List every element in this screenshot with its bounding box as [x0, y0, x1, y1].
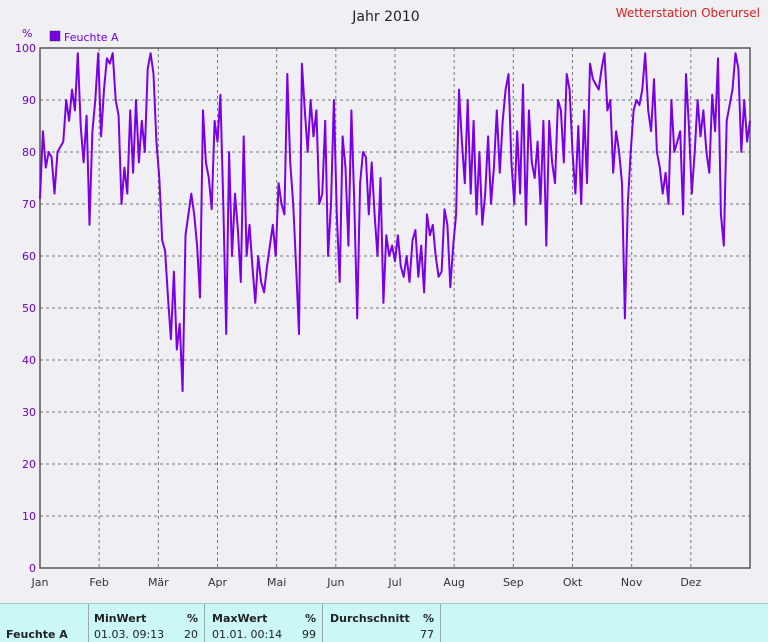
- stats-row-label: Feuchte A: [6, 628, 68, 641]
- avg-value: 77: [420, 628, 434, 641]
- x-tick-label: Mai: [267, 576, 286, 589]
- y-tick-label: 100: [15, 42, 36, 55]
- x-tick-label: Jun: [326, 576, 344, 589]
- stats-divider: [322, 604, 323, 642]
- y-tick-label: 30: [22, 406, 36, 419]
- x-tick-label: Sep: [503, 576, 524, 589]
- y-tick-label: 10: [22, 510, 36, 523]
- avg-unit: %: [422, 612, 434, 625]
- y-tick-label: 80: [22, 146, 36, 159]
- station-name: Wetterstation Oberursel: [616, 6, 760, 20]
- series-line-feuchte-a: [39, 52, 751, 393]
- x-tick-label: Jan: [31, 576, 49, 589]
- y-axis-unit: %: [22, 27, 32, 40]
- x-tick-label: Dez: [680, 576, 701, 589]
- min-value: 20: [184, 628, 198, 641]
- humidity-chart: Jahr 2010 Wetterstation Oberursel % Feuc…: [15, 6, 760, 589]
- x-tick-label: Jul: [387, 576, 401, 589]
- x-tick-label: Okt: [563, 576, 583, 589]
- min-header: MinWert: [94, 612, 147, 625]
- min-datetime: 01.03. 09:13: [94, 628, 165, 641]
- avg-header: Durchschnitt: [330, 612, 410, 625]
- legend-label: Feuchte A: [64, 31, 119, 44]
- stats-divider: [204, 604, 205, 642]
- x-tick-label: Apr: [208, 576, 228, 589]
- x-tick-label: Aug: [443, 576, 464, 589]
- x-tick-label: Mär: [148, 576, 169, 589]
- y-tick-label: 70: [22, 198, 36, 211]
- y-tick-label: 0: [29, 562, 36, 575]
- min-column: MinWert % 01.03. 09:13 20: [88, 604, 204, 642]
- max-column: MaxWert % 01.01. 00:14 99: [204, 604, 322, 642]
- y-tick-label: 90: [22, 94, 36, 107]
- stats-divider: [88, 604, 89, 642]
- plot-frame: [39, 47, 751, 569]
- stats-table: Feuchte A MinWert % 01.03. 09:13 20 MaxW…: [0, 603, 768, 642]
- chart-title: Jahr 2010: [351, 9, 419, 25]
- min-unit: %: [186, 612, 198, 625]
- max-unit: %: [304, 612, 316, 625]
- y-tick-label: 40: [22, 354, 36, 367]
- max-datetime: 01.01. 00:14: [212, 628, 283, 641]
- x-tick-label: Feb: [89, 576, 108, 589]
- max-header: MaxWert: [212, 612, 268, 625]
- x-tick-label: Nov: [621, 576, 643, 589]
- y-tick-label: 20: [22, 458, 36, 471]
- y-tick-label: 50: [22, 302, 36, 315]
- legend-swatch: [49, 30, 61, 42]
- avg-column: Durchschnitt % 77: [322, 604, 440, 642]
- stats-divider: [440, 604, 441, 642]
- max-value: 99: [302, 628, 316, 641]
- y-tick-label: 60: [22, 250, 36, 263]
